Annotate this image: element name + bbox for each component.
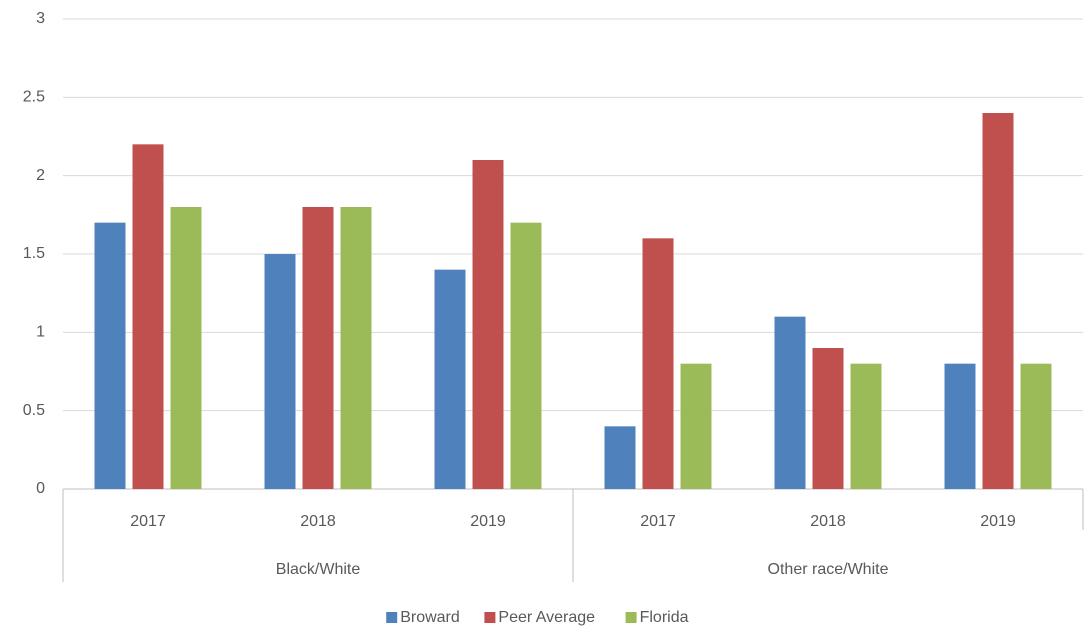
bar: [774, 316, 806, 489]
bar: [264, 254, 296, 489]
bar: [642, 238, 674, 489]
bar: [680, 363, 712, 489]
bar: [604, 426, 636, 489]
bar: [434, 269, 466, 489]
y-tick-label: 1.5: [23, 245, 45, 262]
bar: [94, 222, 126, 489]
bar: [944, 363, 976, 489]
bar: [510, 222, 542, 489]
bar: [982, 113, 1014, 489]
legend-label: Florida: [640, 609, 689, 626]
y-tick-label: 0.5: [23, 402, 45, 419]
x-tick-label: 2018: [300, 513, 336, 530]
group-label: Other race/White: [768, 561, 889, 578]
legend-swatch: [484, 612, 496, 623]
bar: [132, 144, 164, 490]
group-label: Black/White: [276, 561, 361, 578]
y-tick-label: 0: [36, 480, 45, 497]
bar: [1020, 363, 1052, 489]
y-tick-label: 2: [36, 167, 45, 184]
bar: [340, 207, 372, 489]
legend-label: Peer Average: [498, 609, 595, 626]
bar: [850, 363, 882, 489]
legend-swatch: [625, 612, 637, 623]
bar: [812, 348, 844, 489]
x-tick-label: 2017: [640, 513, 676, 530]
y-tick-label: 2.5: [23, 89, 45, 106]
y-tick-label: 1: [36, 324, 45, 341]
x-tick-label: 2018: [810, 513, 846, 530]
x-tick-label: 2017: [130, 513, 166, 530]
legend-swatch: [386, 612, 398, 623]
bar: [302, 207, 334, 489]
x-tick-label: 2019: [980, 513, 1016, 530]
y-tick-label: 3: [36, 10, 45, 27]
bar: [472, 160, 504, 489]
legend-label: Broward: [400, 609, 460, 626]
x-tick-label: 2019: [470, 513, 506, 530]
bar: [170, 207, 202, 489]
